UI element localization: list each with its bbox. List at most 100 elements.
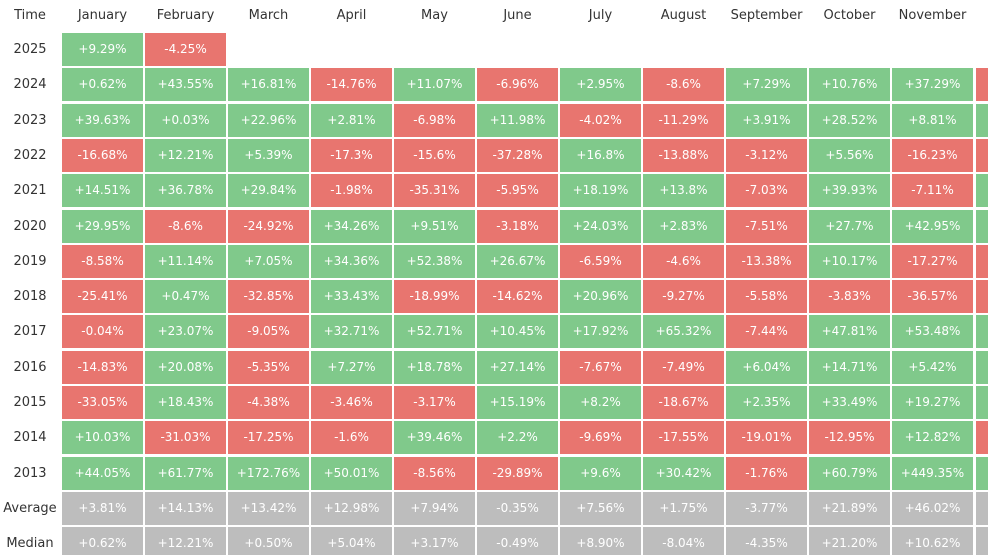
cut-off-cell [976,386,988,419]
value-cell: +21.89% [809,491,890,525]
value-cell: -13.88% [643,138,724,172]
value-cell: +21.20% [809,527,890,555]
value-cell: +19.27% [892,386,973,419]
cut-off-cell [976,280,988,314]
value-cell: -1.6% [311,421,392,455]
row-label: 2025 [13,42,47,57]
value-cell: +29.84% [228,174,309,208]
value-cell: +9.29% [62,33,143,66]
value-cell: +34.36% [311,244,392,278]
value-cell: +7.94% [394,491,475,525]
row-label: Median [6,536,54,552]
value-cell: +5.04% [311,527,392,555]
value-cell: +27.14% [477,350,558,384]
value-cell: +14.51% [62,174,143,208]
value-cell: +13.42% [228,491,309,525]
value-cell: -11.29% [643,103,724,137]
cut-off-cell [976,209,988,243]
value-cell: +8.90% [560,527,641,555]
value-cell: -5.95% [477,174,558,208]
value-cell: +30.42% [643,456,724,490]
value-cell: +8.2% [560,386,641,419]
cut-off-cell [976,138,988,172]
value-cell: -1.76% [726,456,807,490]
value-cell: +47.81% [809,315,890,349]
value-cell: +10.45% [477,315,558,349]
row-label: Average [3,500,57,516]
value-cell: -8.56% [394,456,475,490]
value-cell: +37.29% [892,68,973,102]
value-cell: -33.05% [62,386,143,419]
value-cell: -37.28% [477,138,558,172]
value-cell: +11.98% [477,103,558,137]
value-cell: -6.59% [560,244,641,278]
value-cell: +2.95% [560,68,641,102]
value-cell: -0.35% [477,491,558,525]
value-cell: +5.42% [892,350,973,384]
value-cell: +1.75% [643,491,724,525]
value-cell: +44.05% [62,456,143,490]
value-cell: +10.76% [809,68,890,102]
value-cell: +3.81% [62,491,143,525]
value-cell: -7.67% [560,350,641,384]
row-label: 2023 [13,112,47,128]
value-cell: -5.58% [726,280,807,314]
value-cell: -13.38% [726,244,807,278]
value-cell: -7.11% [892,174,973,208]
value-cell: -19.01% [726,421,807,455]
cut-off-cell [976,68,988,102]
value-cell: +15.19% [477,386,558,419]
row-label: 2019 [13,253,47,269]
value-cell: -3.46% [311,386,392,419]
value-cell: +7.05% [228,244,309,278]
value-cell: +29.95% [62,209,143,243]
value-cell: -6.98% [394,103,475,137]
header-cell: May [421,8,448,23]
value-cell: +26.67% [477,244,558,278]
cut-off-cell [976,527,988,555]
value-cell: +3.17% [394,527,475,555]
value-cell: -4.02% [560,103,641,137]
value-cell: -3.18% [477,209,558,243]
value-cell: +12.21% [145,527,226,555]
value-cell: -32.85% [228,280,309,314]
value-cell: -14.62% [477,280,558,314]
value-cell: -1.98% [311,174,392,208]
value-cell: +24.03% [560,209,641,243]
cut-off-cell [976,174,988,208]
value-cell: -24.92% [228,209,309,243]
value-cell: +5.56% [809,138,890,172]
value-cell: -12.95% [809,421,890,455]
value-cell: -7.51% [726,209,807,243]
header-cell: October [823,8,876,23]
value-cell: +18.43% [145,386,226,419]
value-cell: -25.41% [62,280,143,314]
value-cell: +23.07% [145,315,226,349]
value-cell: +0.03% [145,103,226,137]
value-cell: -3.17% [394,386,475,419]
value-cell: -17.3% [311,138,392,172]
value-cell: -8.6% [145,209,226,243]
value-cell: -7.44% [726,315,807,349]
header-cell: June [503,8,532,23]
value-cell: +7.29% [726,68,807,102]
value-cell: -31.03% [145,421,226,455]
value-cell: +32.71% [311,315,392,349]
value-cell: -4.35% [726,527,807,555]
value-cell: +28.52% [809,103,890,137]
value-cell: -14.83% [62,350,143,384]
value-cell: +60.79% [809,456,890,490]
row-label: 2015 [13,395,47,410]
header-cell: Time [14,8,46,23]
value-cell: +53.48% [892,315,973,349]
header-cell: April [336,8,367,23]
value-cell: +2.2% [477,421,558,455]
cut-off-cell [976,315,988,349]
value-cell: -0.04% [62,315,143,349]
header-cell: November [898,8,967,23]
header-cell: July [588,8,613,23]
row-label: 2018 [13,289,47,305]
value-cell: -5.35% [228,350,309,384]
value-cell: -8.6% [643,68,724,102]
value-cell: +10.62% [892,527,973,555]
